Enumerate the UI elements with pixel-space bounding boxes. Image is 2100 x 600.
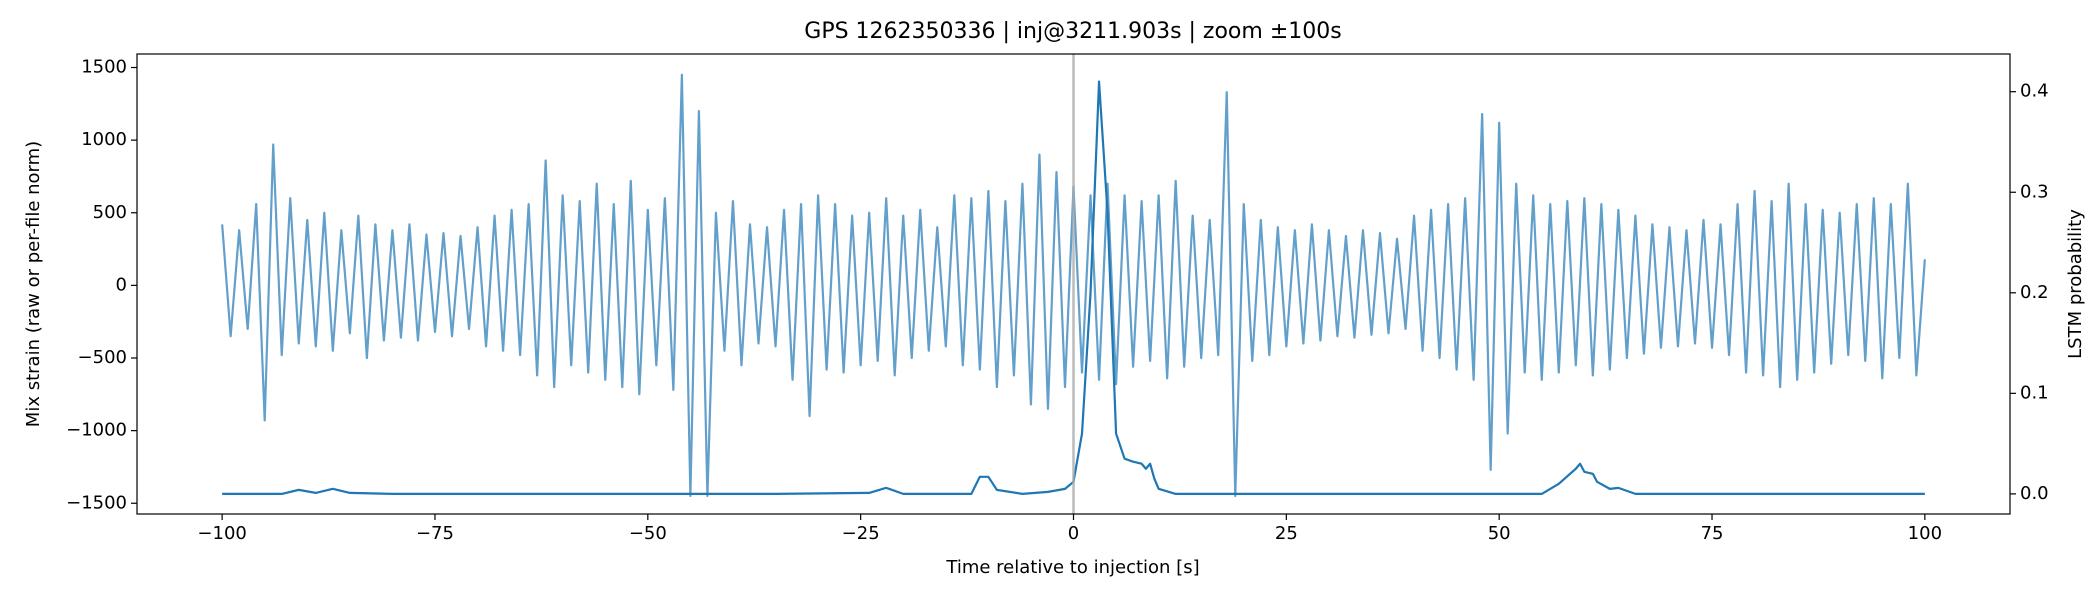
series-line xyxy=(222,80,1925,495)
x-tick-label: 0 xyxy=(1068,523,1079,544)
y-tick-label: −500 xyxy=(78,347,127,368)
x-tick-label: −75 xyxy=(416,523,454,544)
y2-tick-label: 0.3 xyxy=(2020,181,2049,202)
y-tick-label: 1000 xyxy=(81,129,127,150)
chart-title: GPS 1262350336 | inj@3211.903s | zoom ±1… xyxy=(804,19,1341,44)
y-tick-label: 500 xyxy=(93,202,127,223)
y-tick-label: −1000 xyxy=(66,420,127,441)
y2-tick-label: 0.1 xyxy=(2020,382,2049,403)
y-axis-label: Mix strain (raw or per-file norm) xyxy=(23,141,44,427)
y-tick-label: 1500 xyxy=(81,57,127,78)
x-tick-label: −25 xyxy=(842,523,880,544)
x-tick-label: 100 xyxy=(1908,523,1942,544)
y2-tick-label: 0.4 xyxy=(2020,81,2049,102)
x-tick-label: −50 xyxy=(629,523,667,544)
x-tick-label: 50 xyxy=(1488,523,1511,544)
y2-tick-label: 0.0 xyxy=(2020,483,2049,504)
y-tick-label: 0 xyxy=(116,274,127,295)
y2-tick-label: 0.2 xyxy=(2020,282,2049,303)
x-tick-label: 25 xyxy=(1275,523,1298,544)
x-tick-label: 75 xyxy=(1701,523,1724,544)
y2-axis-label: LSTM probability xyxy=(2065,209,2086,359)
plot-frame xyxy=(136,53,2011,515)
y-tick-label: −1500 xyxy=(66,492,127,513)
x-tick-label: −100 xyxy=(197,523,246,544)
x-axis-label: Time relative to injection [s] xyxy=(945,557,1199,578)
